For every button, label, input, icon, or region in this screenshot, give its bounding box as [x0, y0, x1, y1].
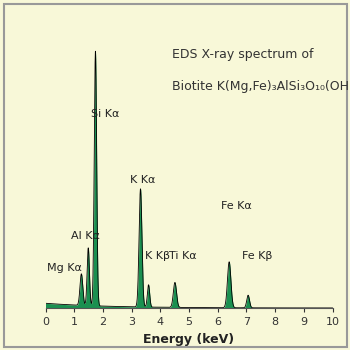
Text: K Kβ: K Kβ	[145, 251, 170, 261]
X-axis label: Energy (keV): Energy (keV)	[144, 332, 235, 345]
Text: Al Kα: Al Kα	[71, 231, 100, 241]
Text: Biotite K(Mg,Fe)₃AlSi₃O₁₀(OH)₂: Biotite K(Mg,Fe)₃AlSi₃O₁₀(OH)₂	[172, 80, 350, 93]
Text: Fe Kα: Fe Kα	[220, 201, 251, 211]
Text: K Kα: K Kα	[130, 175, 155, 185]
Text: Fe Kβ: Fe Kβ	[242, 251, 272, 261]
Text: EDS X-ray spectrum of: EDS X-ray spectrum of	[172, 48, 313, 61]
Text: Ti Kα: Ti Kα	[169, 251, 197, 261]
Text: Si Kα: Si Kα	[91, 109, 120, 119]
Text: Mg Kα: Mg Kα	[47, 262, 82, 273]
